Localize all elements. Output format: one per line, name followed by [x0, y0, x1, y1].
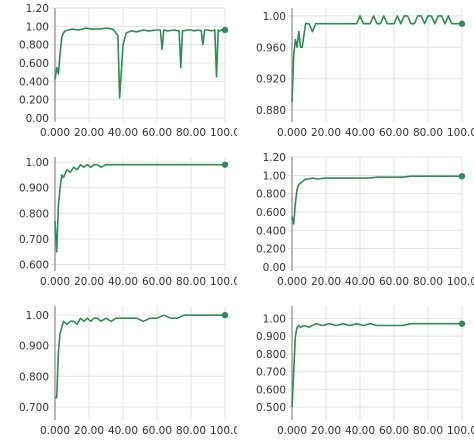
- y-tick-label: 0.800: [256, 189, 286, 201]
- y-tick-label: 1.00: [263, 11, 286, 23]
- chart-panel-1: 0.000 20.00 40.00 60.00 80.00 100.0 0.00 0.200 0…: [19, 3, 237, 139]
- chart-panel-4: 0.000 20.00 40.00 60.00 80.00 100.0 0.00 0.200 0…: [256, 152, 474, 288]
- x-tick-label: 0.000: [277, 425, 307, 437]
- x-tick-label: 80.00: [176, 127, 206, 139]
- x-tick-label: 60.00: [142, 276, 172, 288]
- series-end-marker: [221, 26, 229, 34]
- x-tick-label: 60.00: [142, 127, 172, 139]
- x-tick-label: 60.00: [379, 127, 409, 139]
- series-end-marker: [458, 320, 466, 327]
- x-tick-label: 60.00: [379, 276, 409, 288]
- y-tick-label: 0.500: [256, 402, 286, 414]
- y-tick-label: 0.800: [256, 349, 286, 361]
- x-tick-label: 60.00: [379, 425, 409, 437]
- x-tick-label: 0.000: [277, 276, 307, 288]
- x-tick-label: 40.00: [108, 276, 138, 288]
- x-tick-label: 100.0: [447, 425, 474, 437]
- x-tick-label: 100.0: [447, 127, 474, 139]
- y-tick-label: 1.20: [26, 3, 49, 15]
- y-tick-label: 1.00: [263, 170, 286, 182]
- x-tick-label: 20.00: [311, 276, 341, 288]
- y-tick-label: 0.200: [256, 244, 286, 256]
- y-tick-label: 1.00: [26, 21, 49, 33]
- y-tick-label: 0.400: [19, 76, 49, 88]
- x-tick-label: 20.00: [74, 276, 104, 288]
- x-tick-label: 80.00: [413, 425, 443, 437]
- y-tick-label: 0.00: [263, 262, 286, 274]
- x-tick-label: 100.0: [210, 425, 237, 437]
- series-line: [291, 175, 462, 225]
- x-tick-label: 40.00: [345, 127, 375, 139]
- y-tick-label: 0.700: [19, 402, 49, 414]
- y-tick-label: 0.900: [19, 183, 49, 195]
- x-tick-label: 40.00: [108, 425, 138, 437]
- y-tick-label: 1.00: [263, 313, 286, 325]
- y-tick-label: 0.800: [19, 40, 49, 52]
- x-tick-label: 20.00: [74, 425, 104, 437]
- y-tick-label: 0.400: [256, 225, 286, 237]
- y-tick-label: 0.960: [256, 42, 286, 54]
- y-tick-label: 0.900: [19, 341, 49, 353]
- series-line: [291, 322, 462, 408]
- x-tick-label: 100.0: [210, 127, 237, 139]
- x-tick-label: 80.00: [413, 276, 443, 288]
- y-tick-label: 0.600: [256, 207, 286, 219]
- x-tick-label: 0.000: [277, 127, 307, 139]
- y-tick-label: 1.00: [26, 310, 49, 322]
- x-tick-label: 20.00: [311, 425, 341, 437]
- y-tick-label: 0.600: [19, 259, 49, 271]
- y-tick-label: 0.200: [19, 95, 49, 107]
- y-tick-label: 1.00: [26, 157, 49, 169]
- x-tick-label: 0.000: [40, 127, 70, 139]
- series-line: [54, 27, 225, 99]
- chart-panel-2: 0.000 20.00 40.00 60.00 80.00 100.0 0.880 0.920…: [256, 8, 474, 139]
- x-tick-label: 0.000: [40, 276, 70, 288]
- x-tick-label: 0.000: [40, 425, 70, 437]
- series-end-marker: [221, 311, 229, 319]
- y-tick-label: 0.700: [256, 367, 286, 379]
- series-end-marker: [458, 20, 466, 27]
- series-end-marker: [458, 173, 466, 180]
- x-tick-label: 80.00: [176, 425, 206, 437]
- y-tick-label: 0.600: [19, 58, 49, 70]
- chart-panel-6: 0.000 20.00 40.00 60.00 80.00 100.0 0.500 0.600…: [256, 306, 474, 437]
- y-tick-label: 0.800: [19, 371, 49, 383]
- x-tick-label: 100.0: [210, 276, 237, 288]
- series-line: [291, 15, 462, 103]
- y-tick-label: 0.800: [19, 208, 49, 220]
- x-tick-label: 100.0: [447, 276, 474, 288]
- x-tick-label: 40.00: [108, 127, 138, 139]
- chart-panel-5: 0.000 20.00 40.00 60.00 80.00 100.0 0.700 0.800…: [19, 306, 237, 437]
- x-tick-label: 20.00: [311, 127, 341, 139]
- y-tick-label: 0.700: [19, 234, 49, 246]
- chart-panel-3: 0.000 20.00 40.00 60.00 80.00 100.0 0.600 0.700…: [19, 157, 237, 288]
- y-tick-label: 1.20: [263, 152, 286, 164]
- series-end-marker: [221, 161, 229, 168]
- y-tick-label: 0.00: [26, 113, 49, 125]
- y-tick-label: 0.920: [256, 74, 286, 86]
- series-line: [55, 314, 225, 399]
- x-tick-label: 80.00: [413, 127, 443, 139]
- x-tick-label: 20.00: [74, 127, 104, 139]
- y-tick-label: 0.900: [256, 331, 286, 343]
- x-tick-label: 40.00: [345, 425, 375, 437]
- x-tick-label: 80.00: [176, 276, 206, 288]
- y-tick-label: 0.600: [256, 384, 286, 396]
- x-tick-label: 60.00: [142, 425, 172, 437]
- series-line: [54, 163, 225, 253]
- y-tick-label: 0.880: [256, 105, 286, 117]
- x-tick-label: 40.00: [345, 276, 375, 288]
